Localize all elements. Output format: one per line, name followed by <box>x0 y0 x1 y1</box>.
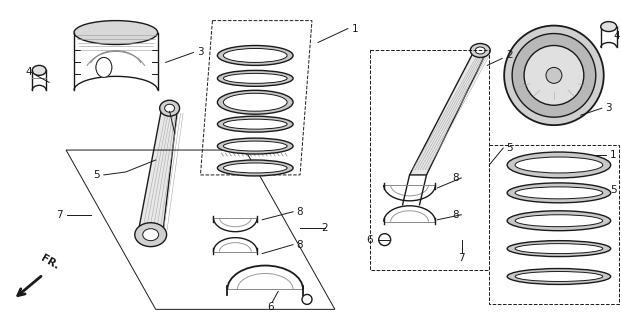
Ellipse shape <box>546 68 562 83</box>
Ellipse shape <box>224 163 287 173</box>
Text: 3: 3 <box>605 103 612 113</box>
Text: 7: 7 <box>56 210 62 220</box>
Ellipse shape <box>165 104 175 112</box>
Ellipse shape <box>515 187 603 199</box>
Text: 8: 8 <box>452 173 459 183</box>
Polygon shape <box>138 108 178 235</box>
Ellipse shape <box>507 268 610 284</box>
Text: 8: 8 <box>452 210 459 220</box>
Text: 5: 5 <box>610 185 617 195</box>
Polygon shape <box>410 51 487 175</box>
Ellipse shape <box>475 47 485 54</box>
Ellipse shape <box>470 44 490 58</box>
Ellipse shape <box>507 183 610 203</box>
Ellipse shape <box>515 157 603 173</box>
Text: FR.: FR. <box>39 253 61 271</box>
Ellipse shape <box>217 70 293 86</box>
Text: 4: 4 <box>26 68 32 77</box>
Ellipse shape <box>224 141 287 151</box>
Ellipse shape <box>224 119 287 129</box>
Text: 1: 1 <box>609 150 616 160</box>
Ellipse shape <box>160 100 179 116</box>
Text: 1: 1 <box>351 24 358 34</box>
Ellipse shape <box>143 229 158 241</box>
Ellipse shape <box>302 294 312 304</box>
Ellipse shape <box>217 138 293 154</box>
Ellipse shape <box>224 93 287 111</box>
Text: 2: 2 <box>506 51 512 60</box>
Text: 4: 4 <box>614 30 620 41</box>
Ellipse shape <box>217 116 293 132</box>
Ellipse shape <box>507 211 610 231</box>
Ellipse shape <box>217 45 293 65</box>
Ellipse shape <box>32 65 46 76</box>
Ellipse shape <box>524 45 584 105</box>
Ellipse shape <box>512 34 596 117</box>
Ellipse shape <box>507 152 610 178</box>
Ellipse shape <box>515 244 603 253</box>
Ellipse shape <box>224 49 287 62</box>
Ellipse shape <box>507 241 610 257</box>
Text: 6: 6 <box>366 235 373 245</box>
Text: 8: 8 <box>297 207 303 217</box>
Ellipse shape <box>515 271 603 282</box>
Text: 5: 5 <box>94 170 100 180</box>
Polygon shape <box>489 145 619 304</box>
Text: 7: 7 <box>458 252 465 263</box>
Text: 6: 6 <box>267 302 273 312</box>
Ellipse shape <box>504 26 604 125</box>
Ellipse shape <box>515 215 603 227</box>
Ellipse shape <box>135 223 166 247</box>
Ellipse shape <box>74 20 158 44</box>
Ellipse shape <box>601 22 617 32</box>
Ellipse shape <box>224 73 287 83</box>
Text: 2: 2 <box>322 223 329 233</box>
Text: 3: 3 <box>197 47 204 58</box>
Ellipse shape <box>379 234 391 246</box>
Text: 5: 5 <box>506 143 512 153</box>
Ellipse shape <box>96 58 112 77</box>
Text: 8: 8 <box>297 240 303 250</box>
Ellipse shape <box>217 160 293 176</box>
Ellipse shape <box>217 90 293 114</box>
Polygon shape <box>201 20 312 175</box>
